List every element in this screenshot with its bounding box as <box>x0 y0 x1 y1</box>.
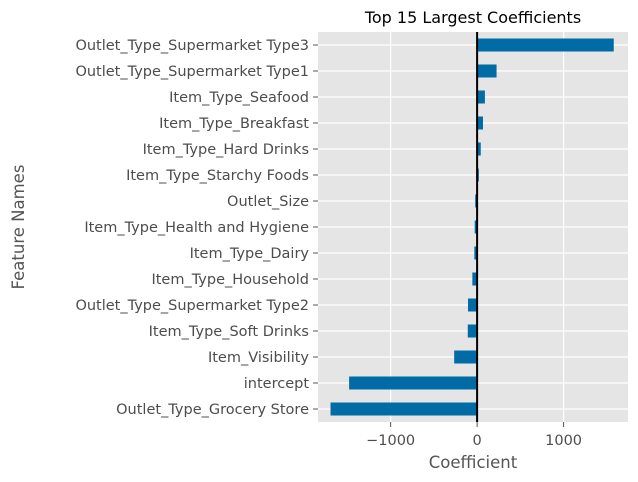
bar <box>454 350 478 364</box>
chart-title: Top 15 Largest Coefficients <box>364 8 581 27</box>
category-label: Item_Type_Dairy <box>190 246 310 262</box>
category-label: Outlet_Type_Supermarket Type1 <box>75 64 309 80</box>
category-label: Outlet_Type_Grocery Store <box>116 402 309 418</box>
bar <box>349 376 478 390</box>
x-axis-label: Coefficient <box>429 453 518 472</box>
x-tick-label: 0 <box>472 433 481 449</box>
bar <box>472 272 478 286</box>
category-label: Item_Type_Health and Hygiene <box>84 220 309 236</box>
category-label: Item_Type_Seafood <box>169 90 309 106</box>
x-tick-label: −1000 <box>366 433 415 449</box>
x-tick-label: 1000 <box>545 433 582 449</box>
bar <box>477 116 483 130</box>
y-axis-label: Feature Names <box>9 165 28 290</box>
category-label: intercept <box>244 376 310 392</box>
bars <box>330 38 614 416</box>
bar <box>467 324 478 338</box>
category-label: Outlet_Size <box>227 194 309 210</box>
bar <box>477 38 614 52</box>
bar <box>477 64 497 78</box>
bar <box>477 142 481 156</box>
category-label: Item_Type_Household <box>151 272 309 288</box>
bar <box>330 402 478 416</box>
y-ticks <box>313 44 318 410</box>
category-label: Item_Visibility <box>208 350 309 366</box>
category-labels: Outlet_Type_Supermarket Type3 Outlet_Type… <box>75 38 309 418</box>
bar <box>468 298 478 312</box>
bar <box>474 246 478 260</box>
category-label: Outlet_Type_Supermarket Type2 <box>75 298 309 314</box>
category-label: Item_Type_Breakfast <box>159 116 309 132</box>
category-label: Item_Type_Hard Drinks <box>143 142 309 158</box>
category-label: Outlet_Type_Supermarket Type3 <box>75 38 309 54</box>
x-ticks: −1000 0 1000 <box>366 422 582 449</box>
bar <box>477 90 485 104</box>
category-label: Item_Type_Soft Drinks <box>149 324 309 340</box>
category-label: Item_Type_Starchy Foods <box>126 168 309 184</box>
bar <box>474 220 478 234</box>
